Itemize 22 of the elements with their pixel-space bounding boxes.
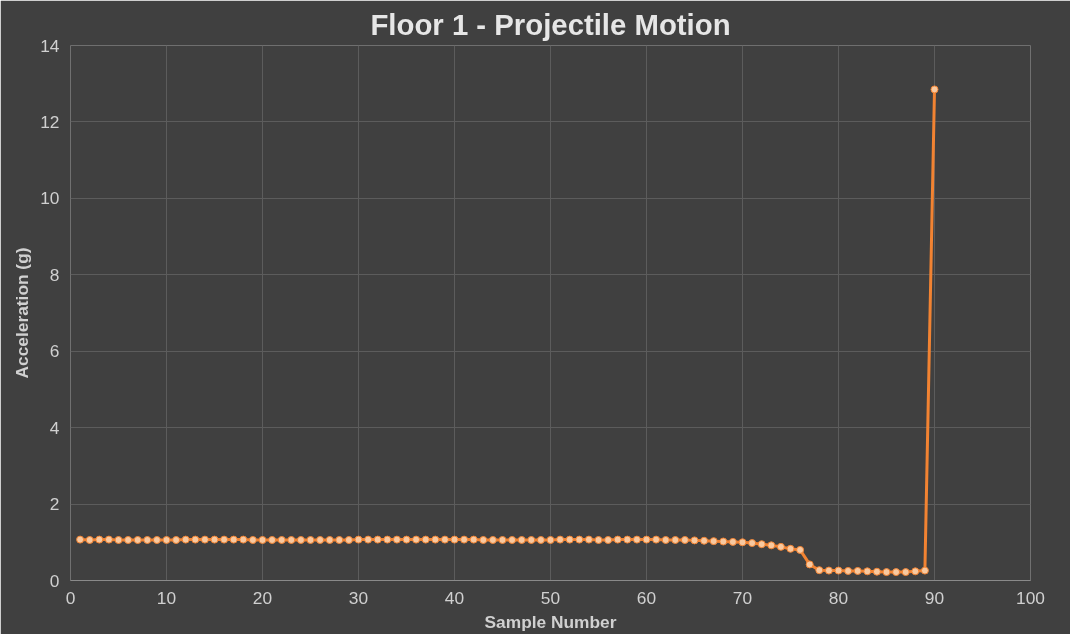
x-tick-label: 50 (540, 587, 561, 608)
y-axis-title: Acceleration (g) (12, 247, 33, 379)
y-tick-label: 10 (40, 188, 60, 209)
x-tick-label: 100 (1016, 587, 1045, 608)
x-tick-label: 60 (636, 587, 657, 608)
y-tick-label: 4 (49, 417, 60, 438)
y-tick-label: 12 (40, 111, 60, 132)
x-tick-label: 80 (828, 587, 849, 608)
x-tick-label: 90 (924, 587, 945, 608)
y-tick-label: 6 (49, 341, 60, 362)
y-tick-label: 8 (49, 264, 60, 285)
x-tick-label: 20 (252, 587, 273, 608)
x-axis-title: Sample Number (484, 611, 617, 632)
x-tick-label: 40 (444, 587, 465, 608)
y-tick-label: 14 (40, 35, 60, 56)
y-tick-label: 2 (49, 494, 60, 515)
x-tick-label: 0 (65, 587, 76, 608)
x-tick-label: 10 (156, 587, 177, 608)
x-tick-label: 70 (732, 587, 753, 608)
y-tick-label: 0 (49, 570, 60, 591)
chart-title: Floor 1 - Projectile Motion (370, 7, 731, 41)
x-tick-label: 30 (348, 587, 369, 608)
